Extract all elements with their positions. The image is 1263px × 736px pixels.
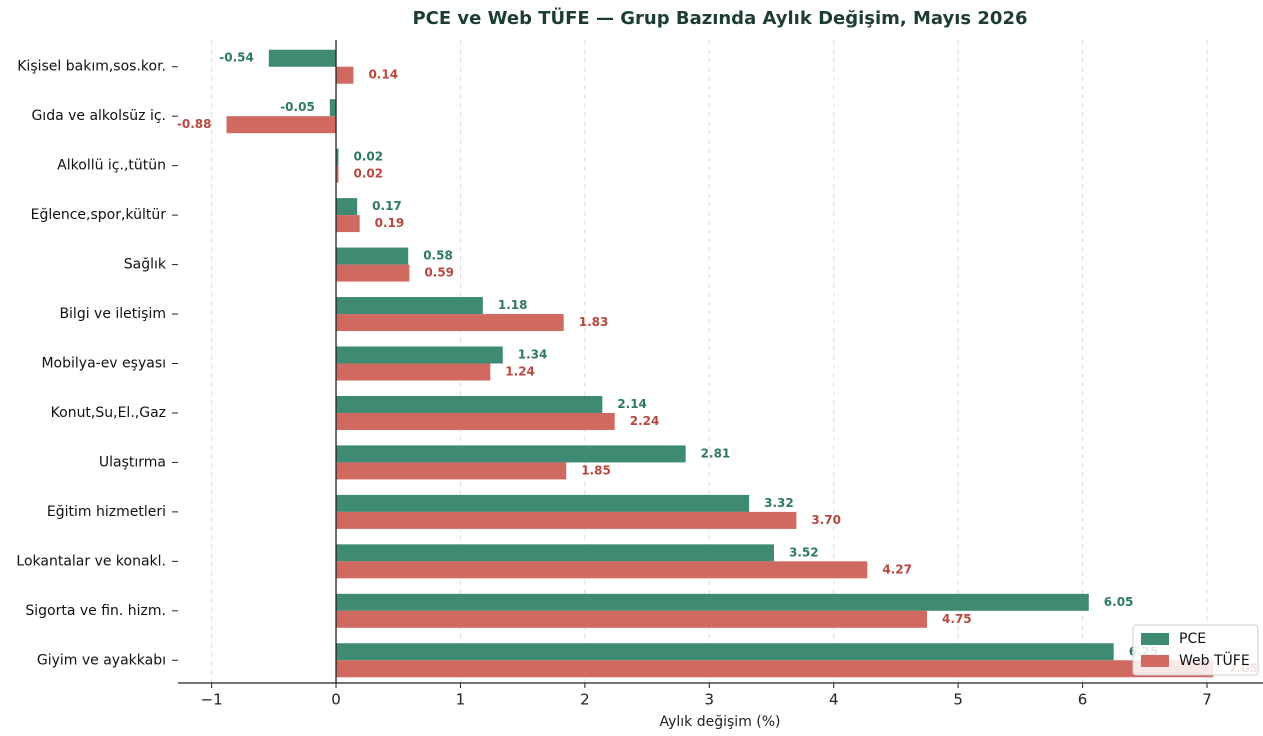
value-label: 4.27 (882, 562, 912, 576)
x-tick-label: −1 (201, 691, 223, 709)
value-label: -0.54 (219, 51, 254, 65)
y-tick-label: Sigorta ve fin. hizm. (25, 603, 166, 619)
y-tick-label: Mobilya-ev eşyası (41, 356, 166, 372)
value-label: 2.81 (701, 446, 731, 460)
x-tick-label: 6 (1078, 691, 1088, 709)
value-label: 6.05 (1104, 595, 1134, 609)
legend-swatch (1141, 655, 1169, 667)
bar (336, 148, 339, 166)
bar (336, 215, 360, 233)
value-label: 0.02 (354, 167, 384, 181)
x-tick-label: 3 (705, 691, 715, 709)
legend-label: Web TÜFE (1179, 651, 1250, 669)
value-label: 1.34 (518, 348, 548, 362)
value-label: 3.52 (789, 545, 819, 559)
bar (336, 395, 603, 413)
bar (226, 116, 337, 134)
value-label: 0.58 (423, 249, 453, 263)
y-tick-label: Alkollü iç.,tütün (57, 158, 166, 174)
value-label: 0.17 (372, 199, 402, 213)
bar (336, 297, 483, 315)
value-label: 0.14 (368, 68, 398, 82)
bar (336, 445, 686, 463)
value-label: 0.59 (424, 266, 454, 280)
bar (268, 49, 337, 67)
bar (336, 66, 354, 84)
y-tick-label: Gıda ve alkolsüz iç. (31, 108, 166, 124)
bar (336, 511, 797, 529)
x-tick-label: 0 (331, 691, 341, 709)
y-tick-label: Eğlence,spor,kültür (31, 207, 167, 223)
bar (336, 412, 615, 430)
bar (336, 198, 358, 216)
value-label: 1.18 (498, 298, 528, 312)
y-tick-label: Ulaştırma (99, 454, 166, 470)
value-label: 0.02 (354, 150, 384, 164)
value-label: 4.75 (942, 612, 972, 626)
x-tick-label: 1 (456, 691, 466, 709)
bar (336, 610, 928, 628)
x-tick-label: 2 (580, 691, 590, 709)
legend-swatch (1141, 633, 1169, 645)
bar (336, 561, 868, 579)
bar (336, 462, 567, 480)
value-label: -0.05 (280, 100, 315, 114)
value-label: 3.32 (764, 496, 794, 510)
value-label: 3.70 (811, 513, 841, 527)
y-tick-label: Giyim ve ayakkabı (37, 652, 166, 668)
x-tick-label: 7 (1202, 691, 1212, 709)
chart-title: PCE ve Web TÜFE — Grup Bazında Aylık Değ… (412, 7, 1027, 29)
value-label: -0.88 (177, 117, 212, 131)
value-label: 1.24 (505, 365, 535, 379)
bar (336, 660, 1214, 678)
bar (329, 99, 337, 117)
bar (336, 264, 410, 282)
y-tick-label: Lokantalar ve konakl. (16, 553, 166, 569)
y-tick-label: Konut,Su,El.,Gaz (51, 405, 166, 421)
legend-label: PCE (1179, 631, 1206, 647)
value-label: 1.83 (579, 315, 609, 329)
bar (336, 544, 775, 562)
x-axis-label: Aylık değişim (%) (659, 714, 780, 730)
x-tick-label: 5 (953, 691, 963, 709)
value-label: 0.19 (375, 216, 405, 230)
y-tick-label: Kişisel bakım,sos.kor. (17, 59, 166, 75)
bar (336, 314, 564, 332)
bar (336, 247, 409, 265)
bar (336, 494, 750, 512)
value-label: 2.14 (617, 397, 647, 411)
x-tick-label: 4 (829, 691, 839, 709)
y-tick-label: Sağlık (124, 257, 167, 273)
bar (336, 363, 491, 381)
bar (336, 346, 503, 364)
value-label: 1.85 (581, 463, 611, 477)
y-tick-label: Eğitim hizmetleri (47, 504, 166, 520)
bar (336, 165, 339, 183)
y-tick-label: Bilgi ve iletişim (59, 306, 166, 322)
bar (336, 593, 1089, 611)
bar (336, 643, 1114, 661)
value-label: 2.24 (630, 414, 660, 428)
